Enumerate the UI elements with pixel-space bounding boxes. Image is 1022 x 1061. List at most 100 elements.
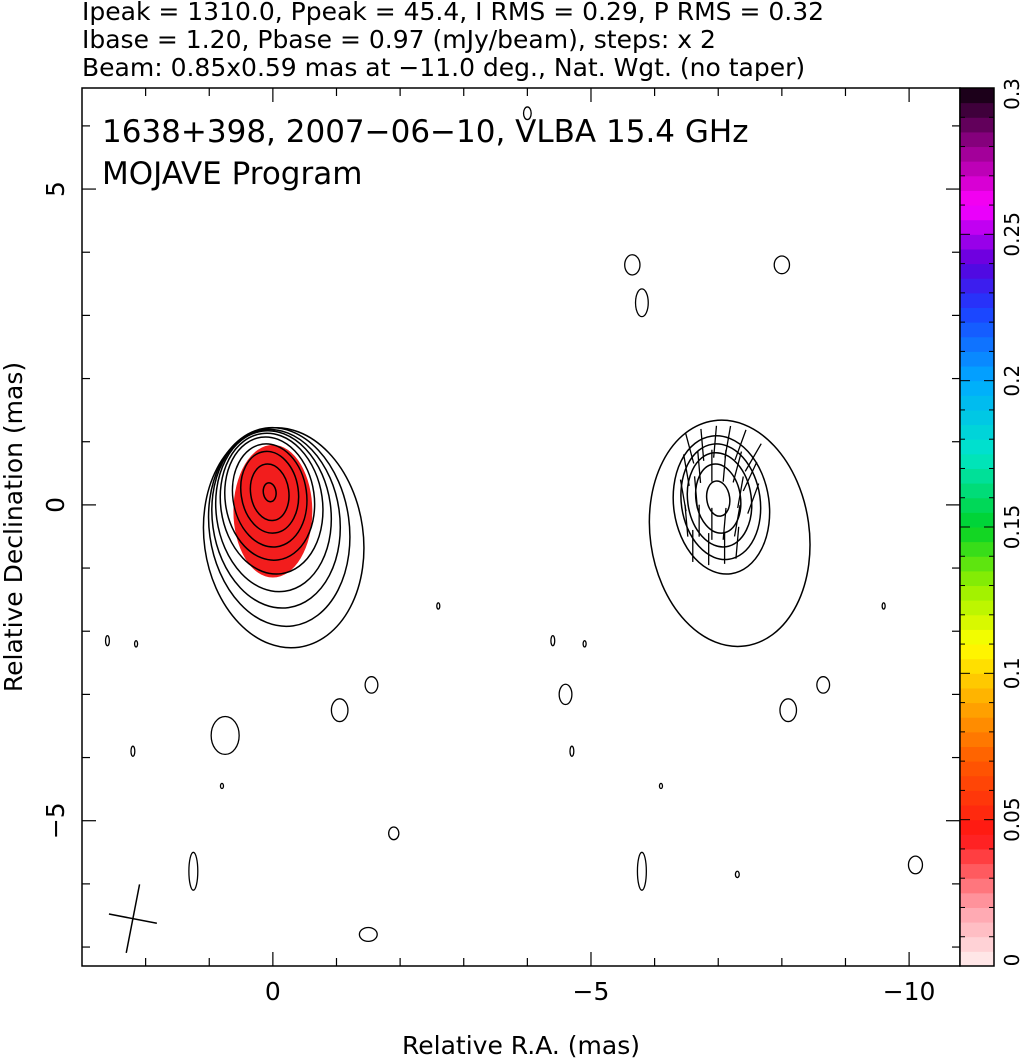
- colorbar-tick-label: 0.05: [1000, 797, 1022, 842]
- colorbar-swatch: [960, 468, 994, 484]
- colorbar-swatch: [960, 234, 994, 250]
- evpa-vector: [693, 476, 699, 509]
- colorbar-swatch: [960, 278, 994, 294]
- evpa-vector: [744, 443, 762, 472]
- noise-contour: [582, 640, 587, 648]
- noise-contour: [436, 602, 441, 610]
- contour-total-intensity-with-fractional-polarization-9: [202, 426, 365, 649]
- evpa-vector: [732, 451, 743, 483]
- axis-ticks: 0 −5 −10 5 0 −5: [41, 88, 960, 1006]
- noise-contour: [550, 634, 556, 647]
- colorbar-swatch: [960, 761, 994, 777]
- colorbar-swatch: [960, 541, 994, 557]
- colorbar-swatch: [960, 644, 994, 660]
- colorbar-swatch: [960, 951, 994, 967]
- noise-contour: [104, 634, 111, 647]
- colorbar-swatch: [960, 322, 994, 338]
- contour-total-intensity-with-fractional-polarization-2: [240, 450, 300, 534]
- colorbar-swatch: [960, 658, 994, 674]
- evpa-vector: [697, 450, 702, 483]
- noise-contour: [388, 826, 400, 841]
- contour-total-intensity-with-fractional-polarization-5: [219, 432, 324, 575]
- noise-contour: [907, 855, 924, 875]
- colorbar-swatch: [960, 673, 994, 689]
- colorbar-swatch: [960, 453, 994, 469]
- colorbar-swatch: [960, 351, 994, 367]
- colorbar-tick-label: 0: [1000, 954, 1022, 967]
- colorbar-swatch: [960, 834, 994, 850]
- noise-contour: [816, 676, 831, 694]
- noise-contour: [569, 745, 575, 757]
- contour-total-intensity-with-fractional-polarization-7: [211, 428, 342, 609]
- noise-contour: [364, 676, 379, 694]
- colorbar-swatch: [960, 892, 994, 908]
- x-tick-label: −10: [883, 977, 936, 1006]
- colorbar-swatch: [960, 205, 994, 221]
- plot-content: [104, 106, 924, 954]
- colorbar-swatch: [960, 936, 994, 952]
- colorbar-swatch: [960, 600, 994, 616]
- colorbar-swatch: [960, 585, 994, 601]
- colorbar-swatch: [960, 395, 994, 411]
- evpa-vector: [713, 425, 718, 458]
- noise-contour: [773, 255, 791, 275]
- colorbar-tick-label: 0.1: [1000, 657, 1022, 689]
- x-axis-label: Relative R.A. (mas): [402, 1031, 640, 1060]
- noise-contour: [358, 926, 378, 943]
- noise-contour: [130, 745, 136, 757]
- evpa-vector: [722, 507, 727, 540]
- colorbar-swatch: [960, 922, 994, 938]
- colorbar-swatch: [960, 687, 994, 704]
- header-line-1: Ipeak = 1310.0, Ppeak = 45.4, I RMS = 0.…: [82, 0, 824, 26]
- header-line-2: Ibase = 1.20, Pbase = 0.97 (mJy/beam), s…: [82, 25, 716, 54]
- colorbar-swatch: [960, 775, 994, 791]
- colorbar-swatch: [960, 424, 994, 440]
- colorbar-swatch: [960, 819, 994, 835]
- colorbar: 0 0.05 0.1 0.15 0.2 0.25 0.3: [959, 78, 1022, 967]
- evpa-vector: [747, 483, 760, 514]
- evpa-vector: [742, 461, 758, 492]
- noise-contour: [636, 851, 647, 891]
- colorbar-swatch: [960, 731, 994, 747]
- colorbar-swatch: [960, 527, 994, 543]
- y-tick-label: −5: [41, 802, 70, 839]
- contour-total-intensity-with-fractional-polarization-1: [249, 463, 290, 522]
- beam-minor-axis: [108, 913, 157, 925]
- colorbar-swatch: [960, 131, 994, 148]
- noise-contour: [624, 254, 641, 276]
- colorbar-swatch: [960, 805, 994, 821]
- colorbar-swatch: [960, 439, 994, 455]
- colorbar-swatch: [960, 746, 994, 762]
- noise-contour: [522, 106, 532, 121]
- colorbar-swatch: [960, 263, 994, 279]
- colorbar-tick-label: 0.15: [1000, 505, 1022, 550]
- colorbar-swatch: [960, 717, 994, 733]
- evpa-vector: [733, 504, 741, 537]
- colorbar-tick-label: 0.3: [1000, 78, 1022, 110]
- evpa-vector: [735, 526, 740, 559]
- evpa-vector: [684, 432, 695, 464]
- plot-frame: [81, 87, 961, 967]
- noise-contour: [210, 715, 240, 756]
- contour-total-intensity-with-fractional-polarization-0: [262, 482, 277, 503]
- colorbar-swatch: [960, 146, 994, 162]
- colorbar-swatch: [960, 88, 994, 104]
- noise-contour: [558, 683, 573, 706]
- noise-contour: [734, 870, 740, 879]
- colorbar-swatch: [960, 702, 994, 718]
- colorbar-swatch: [960, 380, 994, 396]
- colorbar-swatch: [960, 790, 994, 806]
- colorbar-swatch: [960, 161, 994, 177]
- colorbar-swatch: [960, 248, 994, 265]
- noise-contour: [188, 851, 199, 891]
- x-tick-label: −5: [573, 977, 610, 1006]
- noise-contour: [219, 782, 225, 790]
- noise-contour: [658, 782, 664, 790]
- noise-contour: [779, 698, 798, 723]
- header-line-3: Beam: 0.85x0.59 mas at −11.0 deg., Nat. …: [82, 53, 805, 82]
- colorbar-swatch: [960, 863, 994, 879]
- y-axis-label: Relative Declination (mas): [0, 362, 28, 692]
- colorbar-swatch: [960, 878, 994, 894]
- evpa-vector: [734, 429, 747, 461]
